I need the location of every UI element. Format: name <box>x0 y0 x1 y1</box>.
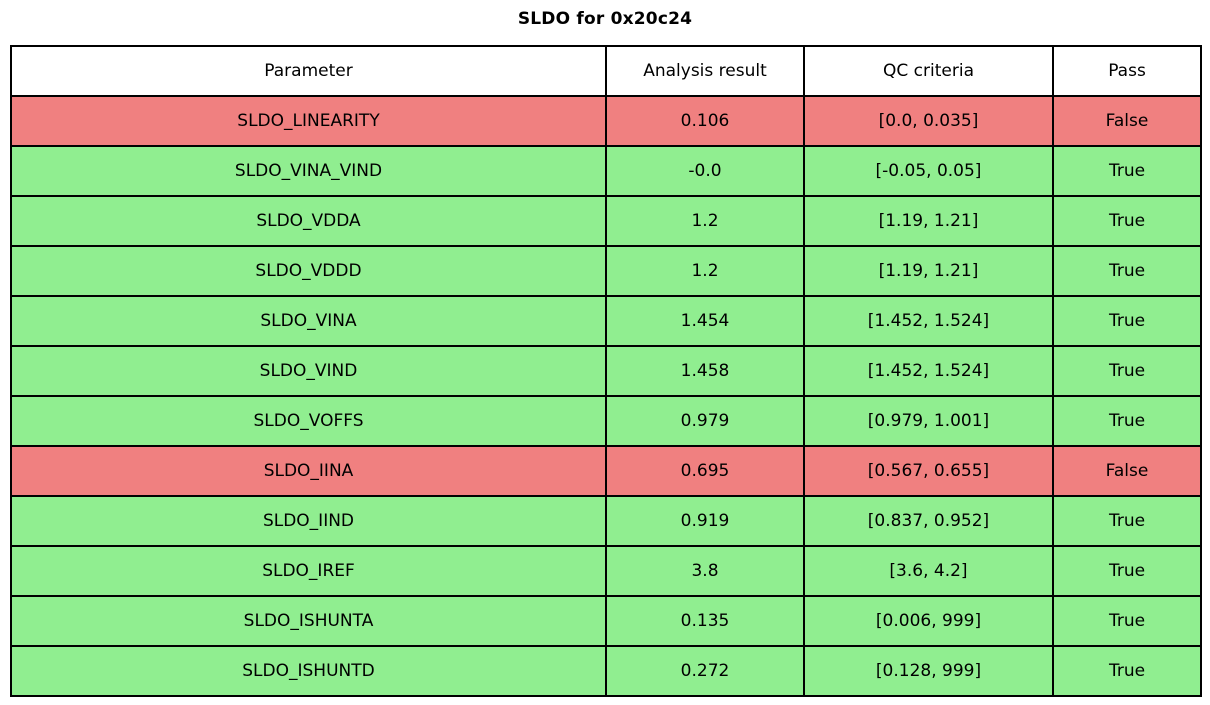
column-header-parameter: Parameter <box>10 45 607 97</box>
pass-cell: True <box>1052 495 1202 547</box>
table-row: SLDO_VINA_VIND -0.0 [-0.05, 0.05] True <box>10 145 1202 197</box>
parameter-cell: SLDO_LINEARITY <box>10 95 607 147</box>
criteria-cell: [-0.05, 0.05] <box>803 145 1054 197</box>
page-title: SLDO for 0x20c24 <box>517 9 693 29</box>
criteria-cell: [0.567, 0.655] <box>803 445 1054 497</box>
pass-cell: True <box>1052 245 1202 297</box>
qc-results-table: Parameter Analysis result QC criteria Pa… <box>10 45 1202 697</box>
criteria-cell: [0.0, 0.035] <box>803 95 1054 147</box>
pass-cell: False <box>1052 445 1202 497</box>
parameter-cell: SLDO_VINA <box>10 295 607 347</box>
table-row: SLDO_IREF 3.8 [3.6, 4.2] True <box>10 545 1202 597</box>
title-bar: SLDO for 0x20c24 <box>0 0 1210 38</box>
criteria-cell: [0.128, 999] <box>803 645 1054 697</box>
pass-cell: True <box>1052 595 1202 647</box>
result-cell: 1.454 <box>605 295 805 347</box>
table-row: SLDO_VIND 1.458 [1.452, 1.524] True <box>10 345 1202 397</box>
parameter-cell: SLDO_IIND <box>10 495 607 547</box>
table-row: SLDO_VINA 1.454 [1.452, 1.524] True <box>10 295 1202 347</box>
parameter-cell: SLDO_ISHUNTD <box>10 645 607 697</box>
result-cell: 0.695 <box>605 445 805 497</box>
criteria-cell: [1.19, 1.21] <box>803 195 1054 247</box>
parameter-cell: SLDO_IINA <box>10 445 607 497</box>
table-row: SLDO_IIND 0.919 [0.837, 0.952] True <box>10 495 1202 547</box>
result-cell: 0.979 <box>605 395 805 447</box>
result-cell: 0.135 <box>605 595 805 647</box>
table-row: SLDO_ISHUNTA 0.135 [0.006, 999] True <box>10 595 1202 647</box>
parameter-cell: SLDO_VINA_VIND <box>10 145 607 197</box>
parameter-cell: SLDO_VIND <box>10 345 607 397</box>
result-cell: 3.8 <box>605 545 805 597</box>
parameter-cell: SLDO_VDDA <box>10 195 607 247</box>
pass-cell: True <box>1052 395 1202 447</box>
result-cell: 0.106 <box>605 95 805 147</box>
table-row: SLDO_VDDA 1.2 [1.19, 1.21] True <box>10 195 1202 247</box>
table-body: SLDO_LINEARITY 0.106 [0.0, 0.035] False … <box>10 95 1202 697</box>
result-cell: 0.272 <box>605 645 805 697</box>
parameter-cell: SLDO_VDDD <box>10 245 607 297</box>
result-cell: 0.919 <box>605 495 805 547</box>
pass-cell: True <box>1052 545 1202 597</box>
column-header-analysis-result: Analysis result <box>605 45 805 97</box>
result-cell: 1.458 <box>605 345 805 397</box>
criteria-cell: [3.6, 4.2] <box>803 545 1054 597</box>
criteria-cell: [1.19, 1.21] <box>803 245 1054 297</box>
table-row: SLDO_ISHUNTD 0.272 [0.128, 999] True <box>10 645 1202 697</box>
parameter-cell: SLDO_IREF <box>10 545 607 597</box>
pass-cell: False <box>1052 95 1202 147</box>
criteria-cell: [1.452, 1.524] <box>803 345 1054 397</box>
pass-cell: True <box>1052 295 1202 347</box>
result-cell: -0.0 <box>605 145 805 197</box>
criteria-cell: [1.452, 1.524] <box>803 295 1054 347</box>
table-row: SLDO_VOFFS 0.979 [0.979, 1.001] True <box>10 395 1202 447</box>
criteria-cell: [0.006, 999] <box>803 595 1054 647</box>
table-row: SLDO_IINA 0.695 [0.567, 0.655] False <box>10 445 1202 497</box>
table-row: SLDO_VDDD 1.2 [1.19, 1.21] True <box>10 245 1202 297</box>
pass-cell: True <box>1052 145 1202 197</box>
pass-cell: True <box>1052 195 1202 247</box>
pass-cell: True <box>1052 645 1202 697</box>
column-header-pass: Pass <box>1052 45 1202 97</box>
criteria-cell: [0.837, 0.952] <box>803 495 1054 547</box>
parameter-cell: SLDO_ISHUNTA <box>10 595 607 647</box>
pass-cell: True <box>1052 345 1202 397</box>
criteria-cell: [0.979, 1.001] <box>803 395 1054 447</box>
result-cell: 1.2 <box>605 195 805 247</box>
table-header-row: Parameter Analysis result QC criteria Pa… <box>10 45 1202 97</box>
column-header-qc-criteria: QC criteria <box>803 45 1054 97</box>
table-row: SLDO_LINEARITY 0.106 [0.0, 0.035] False <box>10 95 1202 147</box>
result-cell: 1.2 <box>605 245 805 297</box>
parameter-cell: SLDO_VOFFS <box>10 395 607 447</box>
